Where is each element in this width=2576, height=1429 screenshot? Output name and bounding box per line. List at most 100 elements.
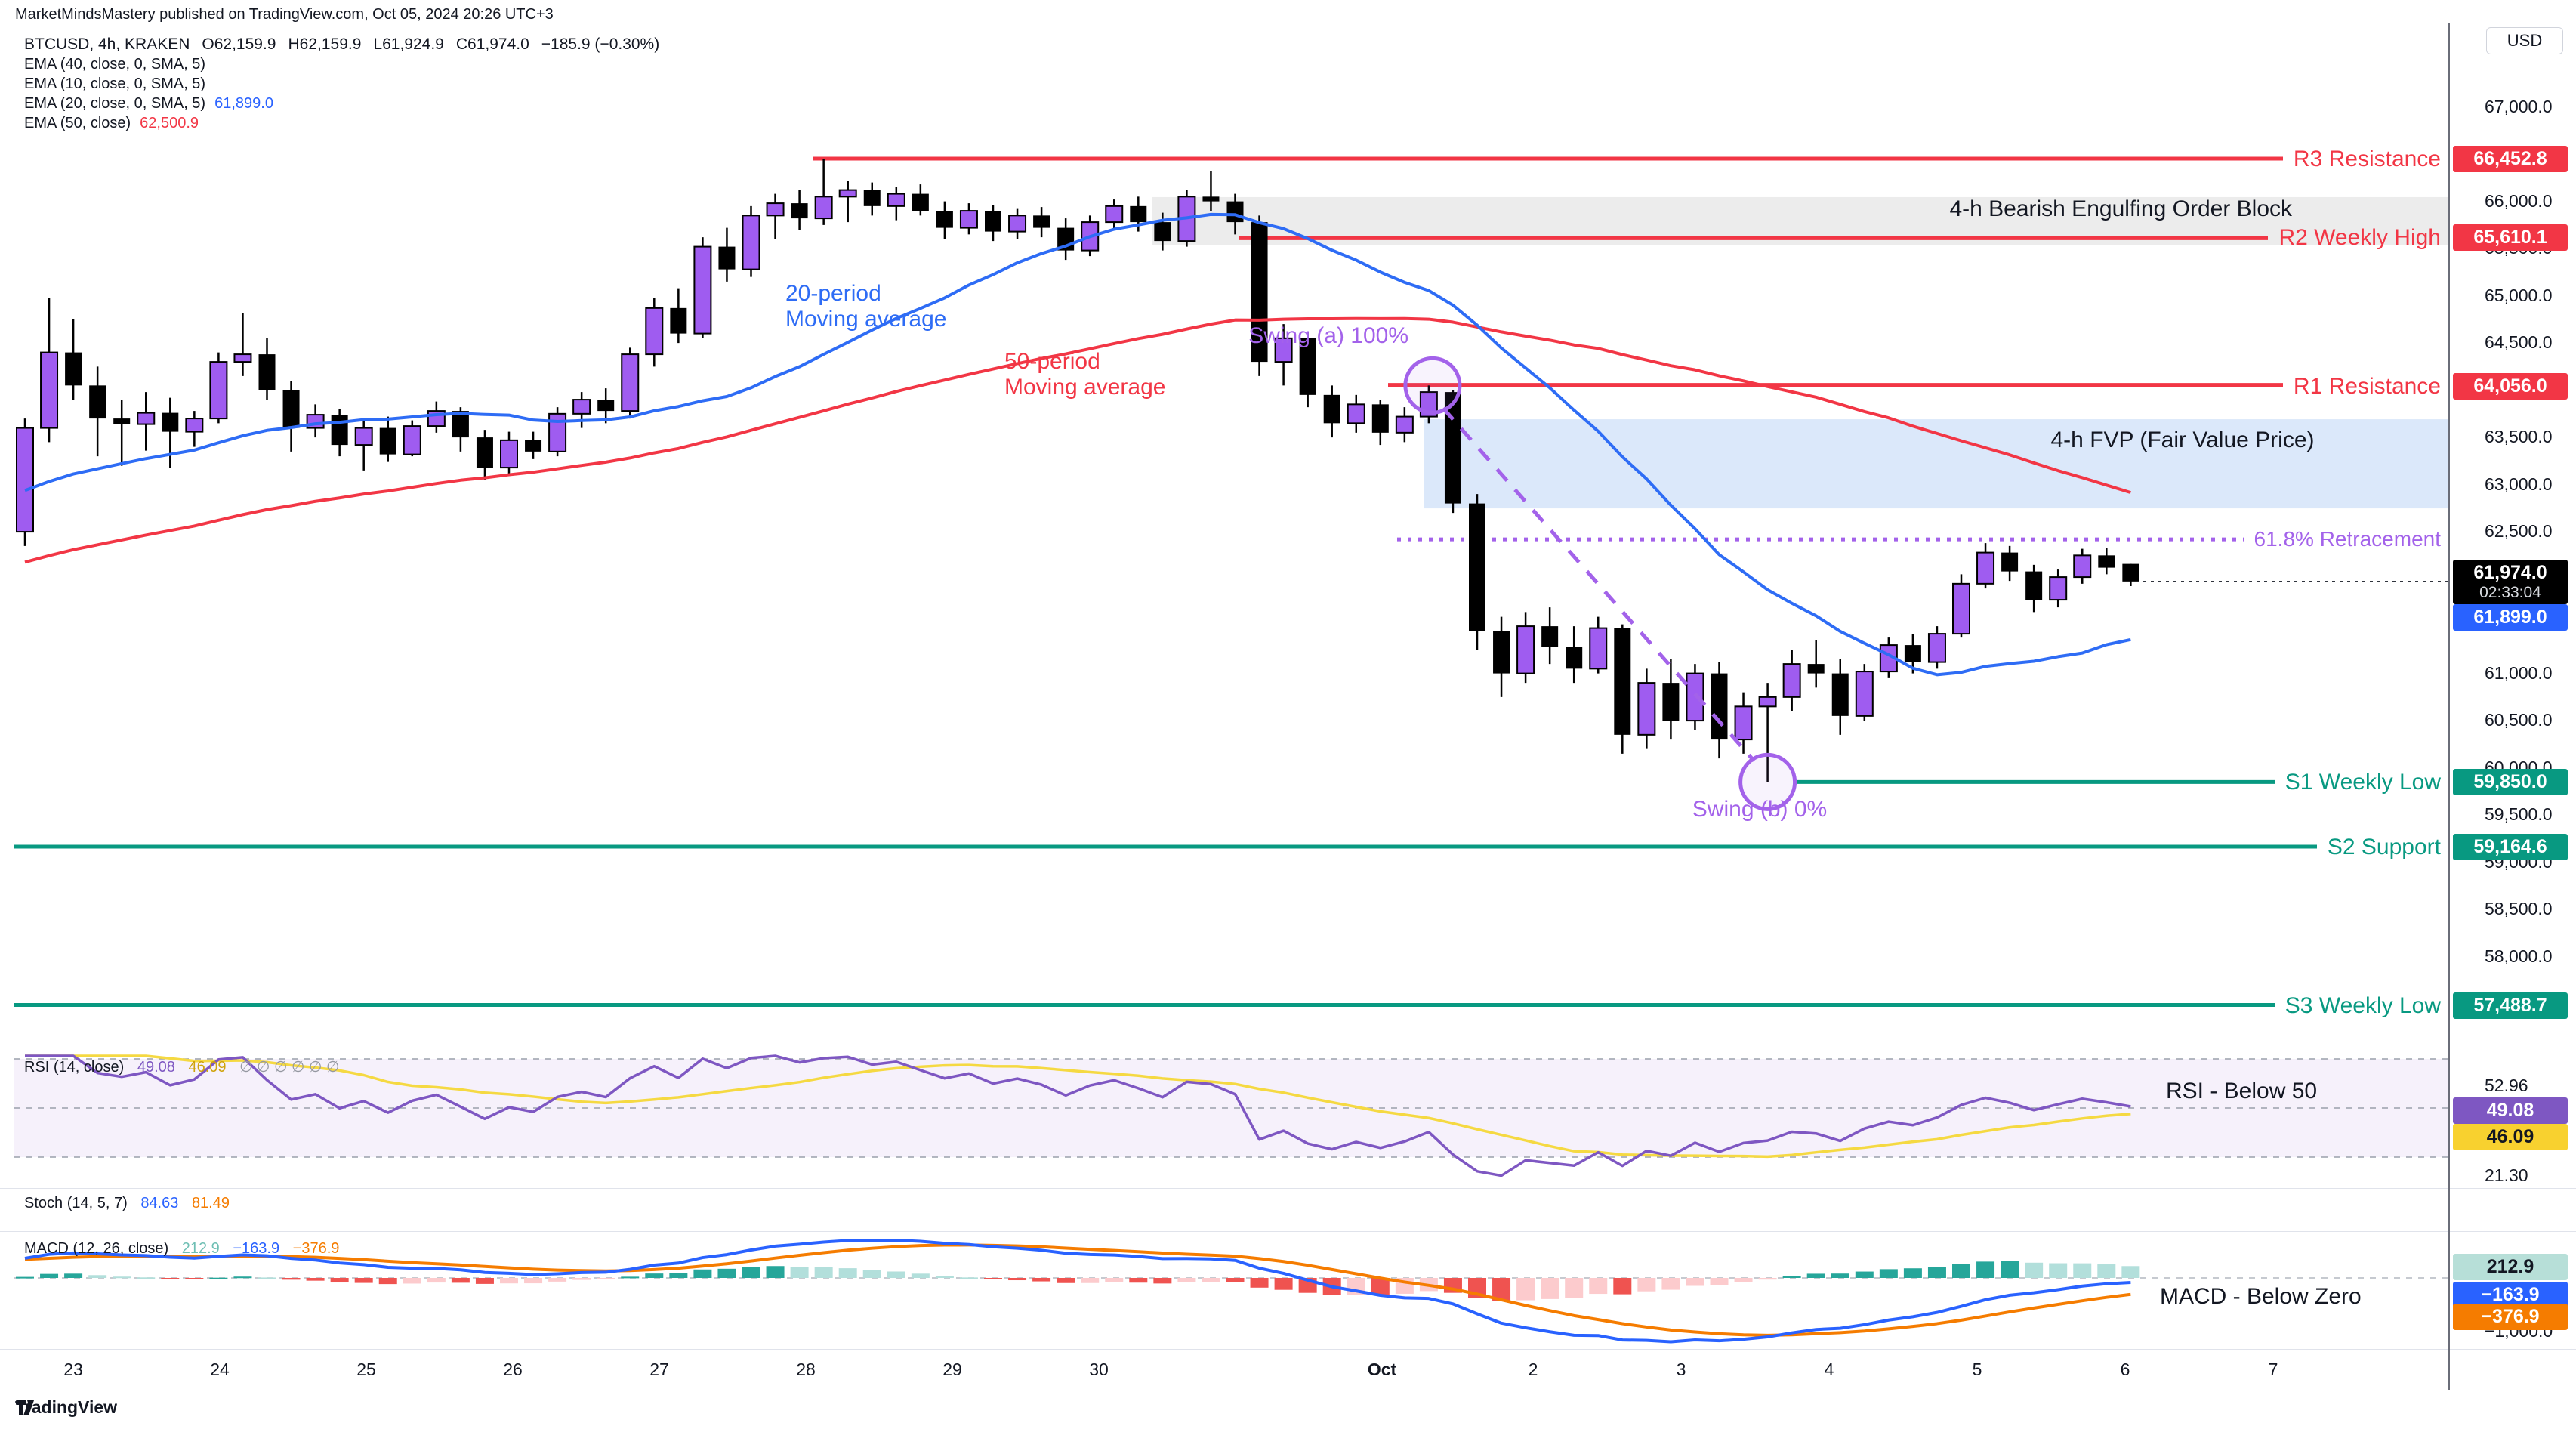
candle-down — [1541, 626, 1559, 647]
candle-up — [742, 215, 760, 270]
macd-histogram-bar — [1589, 1278, 1608, 1295]
axis-tick-label: 61,000.0 — [2485, 663, 2553, 683]
macd-histogram-bar — [209, 1277, 228, 1279]
candle-down — [89, 385, 106, 419]
macd-histogram-bar — [1637, 1278, 1656, 1292]
ma20-annotation-line2: Moving average — [785, 307, 947, 332]
axis-price-badge: 57,488.7 — [2453, 992, 2568, 1019]
swing-b-annotation[interactable]: Swing (b) 0% — [1692, 797, 1828, 822]
order-block-annotation[interactable]: 4-h Bearish Engulfing Order Block — [1949, 196, 2292, 221]
s3-weekly-low-label[interactable]: S3 Weekly Low — [2284, 993, 2441, 1018]
rsi-header[interactable]: RSI (14, close) 49.08 46.09 ∅ ∅ ∅ ∅ ∅ ∅ — [24, 1057, 339, 1076]
legend-ema20[interactable]: EMA (20, close, 0, SMA, 5) 61,899.0 — [24, 94, 671, 113]
candle-down — [1904, 645, 1921, 662]
macd-histogram-bar — [475, 1278, 494, 1284]
macd-histogram-bar — [717, 1268, 736, 1278]
macd-header[interactable]: MACD (12, 26, close) 212.9 −163.9 −376.9 — [24, 1240, 339, 1258]
r3-resistance-label[interactable]: R3 Resistance — [2293, 147, 2441, 171]
retracement-annotation[interactable]: 61.8% Retracement — [2254, 527, 2441, 551]
macd-histogram-bar — [1008, 1278, 1027, 1281]
macd-histogram-bar — [137, 1277, 156, 1279]
stoch-header[interactable]: Stoch (14, 5, 7) 84.63 81.49 — [24, 1195, 230, 1212]
macd-histogram-bar — [766, 1266, 785, 1278]
candle-up — [766, 202, 785, 217]
candle-down — [1831, 673, 1849, 716]
legend-ema40[interactable]: EMA (40, close, 0, SMA, 5) — [24, 54, 671, 74]
rsi-ma-line — [25, 1054, 2131, 1159]
ema50-value: 62,500.9 — [140, 115, 199, 131]
candle-up — [403, 425, 421, 455]
ma20-annotation[interactable]: 20-period Moving average — [785, 281, 946, 332]
separator-stoch-macd[interactable] — [0, 1231, 2576, 1232]
legend-ema50[interactable]: EMA (50, close) 62,500.9 — [24, 113, 671, 133]
candle-up — [645, 307, 664, 356]
macd-note-annotation[interactable]: MACD - Below Zero — [2160, 1284, 2362, 1309]
macd-histogram-bar — [306, 1278, 325, 1281]
candle-down — [1444, 392, 1461, 504]
candle-down — [1493, 631, 1510, 674]
rsi-panel-canvas[interactable] — [14, 1054, 2448, 1188]
rsi-note-annotation[interactable]: RSI - Below 50 — [2166, 1079, 2318, 1103]
r1-resistance-label[interactable]: R1 Resistance — [2293, 374, 2441, 399]
axis-price-badge: 61,899.0 — [2453, 603, 2568, 631]
ma20-annotation-line1: 20-period — [785, 281, 881, 306]
legend-ema10[interactable]: EMA (10, close, 0, SMA, 5) — [24, 74, 671, 94]
candle-up — [185, 418, 204, 433]
macd-histogram-bar — [742, 1267, 760, 1278]
time-tick-label: 2 — [1528, 1360, 1538, 1379]
tradingview-logo[interactable]: TradingView — [15, 1397, 117, 1418]
separator-rsi-stoch[interactable] — [0, 1188, 2576, 1189]
candle-down — [1154, 222, 1171, 242]
macd-histogram-bar — [500, 1278, 518, 1284]
symbol-ohlc-row[interactable]: BTCUSD, 4h, KRAKEN O62,159.9 H62,159.9 L61,… — [24, 35, 671, 54]
ma50-annotation[interactable]: 50-period Moving average — [1004, 349, 1165, 400]
price-axis-separator[interactable] — [2448, 23, 2450, 1390]
candle-down — [1662, 683, 1680, 721]
macd-histogram-bar — [1831, 1273, 1849, 1278]
price-chart-canvas[interactable] — [14, 23, 2448, 1054]
price-axis[interactable] — [2449, 23, 2576, 1349]
candle-up — [354, 427, 373, 446]
swing-a-annotation[interactable]: Swing (a) 100% — [1248, 323, 1408, 348]
ema50-line — [24, 316, 2131, 564]
macd-histogram-bar — [693, 1269, 712, 1278]
fvp-annotation[interactable]: 4-h FVP (Fair Value Price) — [2050, 427, 2315, 452]
macd-histogram-bar — [645, 1273, 664, 1278]
macd-histogram-bar — [1782, 1276, 1801, 1278]
macd-histogram-bar — [233, 1276, 252, 1279]
s2-support-label[interactable]: S2 Support — [2327, 835, 2441, 860]
candle-up — [572, 399, 591, 415]
macd-histogram-bar — [1686, 1278, 1704, 1286]
axis-price-badge: 59,850.0 — [2453, 768, 2568, 795]
time-tick-label: 4 — [1824, 1360, 1834, 1379]
s1-weekly-low-label[interactable]: S1 Weekly Low — [2284, 770, 2441, 795]
symbol-title[interactable]: BTCUSD, 4h, KRAKEN — [24, 35, 190, 53]
candle-up — [2049, 576, 2068, 601]
r2-weekly-high-label[interactable]: R2 Weekly High — [2278, 225, 2441, 250]
candle-down — [282, 390, 300, 428]
time-tick-label: 23 — [63, 1360, 83, 1379]
currency-toggle-button[interactable]: USD — [2486, 27, 2563, 54]
macd-histogram-bar — [113, 1276, 131, 1279]
macd-histogram-bar — [1976, 1261, 1995, 1278]
time-tick-label: 7 — [2268, 1360, 2278, 1379]
macd-label: MACD (12, 26, close) — [24, 1240, 169, 1257]
macd-histogram-bar — [258, 1277, 276, 1279]
macd-histogram-bar — [2025, 1262, 2044, 1278]
macd-histogram-bar — [1855, 1271, 1874, 1278]
candle-down — [331, 415, 348, 446]
macd-histogram-bar — [1613, 1278, 1632, 1295]
axis-tick-label: 21.30 — [2485, 1165, 2528, 1185]
ema40-label: EMA (40, close, 0, SMA, 5) — [24, 56, 206, 73]
chart-legend[interactable]: BTCUSD, 4h, KRAKEN O62,159.9 H62,159.9 L61,… — [24, 35, 671, 133]
ema20-value: 61,899.0 — [214, 95, 273, 112]
ma50-annotation-line1: 50-period — [1004, 349, 1100, 374]
macd-panel-canvas[interactable] — [14, 1231, 2448, 1349]
macd-histogram-bar — [1879, 1269, 1898, 1278]
candle-down — [476, 437, 493, 468]
macd-histogram-bar — [1952, 1264, 1970, 1278]
axis-tick-label: 58,500.0 — [2485, 899, 2553, 918]
macd-signal-value: −376.9 — [292, 1240, 340, 1257]
macd-histogram-bar — [403, 1278, 421, 1284]
macd-histogram-bar — [161, 1278, 180, 1279]
